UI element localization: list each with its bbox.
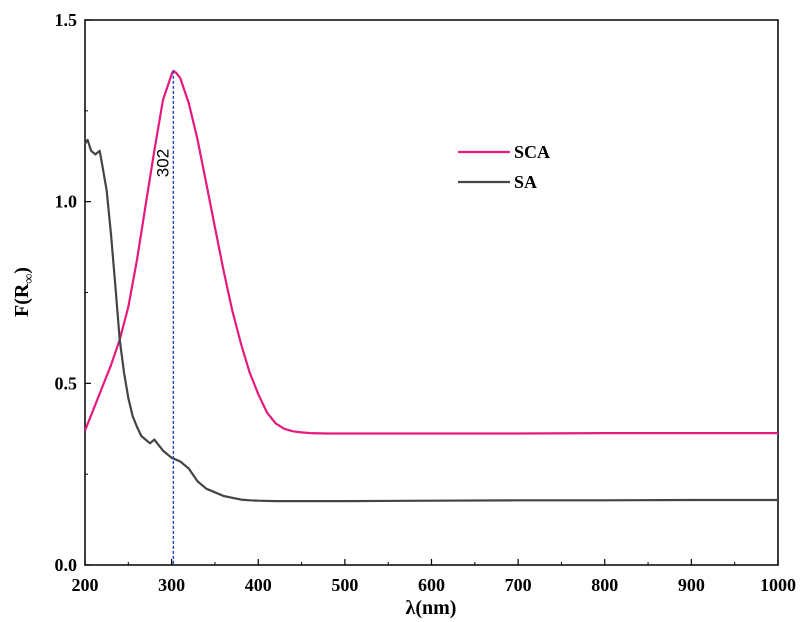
x-tick-label: 500 xyxy=(331,575,358,595)
annotation-group: 302 xyxy=(153,70,175,565)
peak-label: 302 xyxy=(153,149,172,177)
y-axis-ticks: 0.0 0.5 1.0 1.5 xyxy=(55,10,91,575)
series-line-sca xyxy=(83,69,778,435)
x-tick-label: 800 xyxy=(591,575,618,595)
y-tick-label: 0.0 xyxy=(55,555,78,575)
x-tick-label: 900 xyxy=(678,575,705,595)
x-axis-title: λ(nm) xyxy=(406,597,457,619)
x-axis-ticks: 200 300 400 500 600 700 800 900 1000 xyxy=(72,559,796,595)
x-tick-label: 1000 xyxy=(760,575,796,595)
x-tick-label: 400 xyxy=(245,575,272,595)
y-tick-label: 1.5 xyxy=(55,10,78,30)
y-tick-label: 0.5 xyxy=(55,373,78,393)
series-line-sa xyxy=(84,138,778,503)
x-tick-label: 600 xyxy=(418,575,445,595)
legend-label-sca: SCA xyxy=(514,142,550,162)
x-tick-label: 300 xyxy=(158,575,185,595)
y-axis-title: F(R∞) xyxy=(11,267,37,317)
y-axis-title-subscript: ∞ xyxy=(22,274,37,284)
y-tick-label: 1.0 xyxy=(55,192,78,212)
legend: SCA SA xyxy=(458,142,550,192)
legend-label-sa: SA xyxy=(514,172,537,192)
y-axis-title-close: ) xyxy=(11,267,33,274)
x-tick-label: 700 xyxy=(505,575,532,595)
y-axis-title-main: F(R xyxy=(11,283,33,317)
x-tick-label: 200 xyxy=(72,575,99,595)
series-group xyxy=(83,69,778,503)
